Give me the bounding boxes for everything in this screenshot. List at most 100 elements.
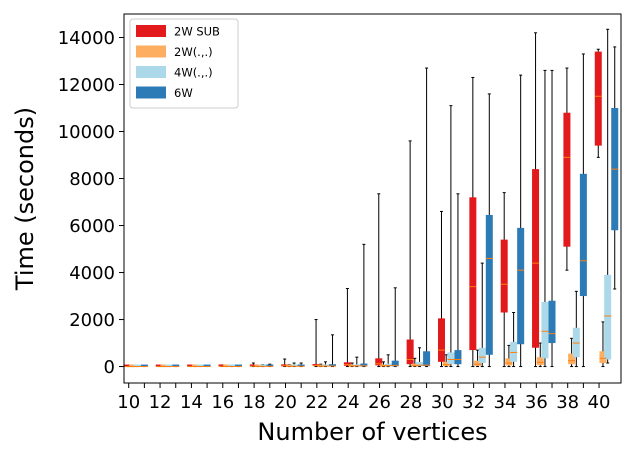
- x-tick-label-28: 28: [399, 392, 422, 413]
- box-6w-39: [579, 173, 587, 297]
- medians-layer: [124, 95, 619, 368]
- y-tick-label-4000: 4000: [69, 263, 115, 284]
- box-2w-sub-10: [124, 364, 132, 367]
- box-4w-22: [321, 364, 329, 367]
- y-axis: 0 2000 4000 6000 8000 10000 12000 14000: [58, 28, 124, 378]
- box-2w-40: [599, 351, 607, 364]
- box-2w-36: [536, 357, 544, 366]
- box-6w-19: [266, 364, 274, 367]
- box-2w-24: [348, 364, 356, 367]
- x-tick-label-34: 34: [494, 392, 517, 413]
- box-2w-16: [223, 364, 231, 367]
- box-2w-sub-12: [155, 364, 163, 367]
- box-2w-28: [411, 363, 419, 367]
- box-2w-sub-38: [563, 112, 571, 247]
- box-6w-11: [140, 364, 148, 367]
- box-2w-20: [285, 364, 293, 367]
- box-6w-35: [517, 227, 525, 345]
- y-tick-label-12000: 12000: [58, 75, 115, 96]
- box-4w-34: [510, 341, 518, 362]
- box-2w-sub-30: [437, 318, 445, 362]
- box-2w-sub-26: [375, 358, 383, 366]
- x-tick-label-12: 12: [149, 392, 172, 413]
- box-6w-21: [297, 364, 305, 367]
- x-tick-label-16: 16: [211, 392, 234, 413]
- box-2w-sub-24: [343, 362, 351, 366]
- box-2w-sub-40: [594, 51, 602, 146]
- y-tick-label-8000: 8000: [69, 169, 115, 190]
- box-2w-34: [505, 358, 513, 366]
- x-tick-label-36: 36: [525, 392, 548, 413]
- box-6w-23: [329, 364, 337, 367]
- x-tick-label-10: 10: [117, 392, 140, 413]
- box-6w-27: [391, 360, 399, 367]
- box-6w-37: [548, 300, 556, 344]
- x-tick-label-40: 40: [588, 392, 611, 413]
- x-tick-label-30: 30: [431, 392, 454, 413]
- plot-area: [124, 28, 619, 368]
- y-axis-label: Time (seconds): [11, 107, 39, 291]
- y-tick-label-2000: 2000: [69, 310, 115, 331]
- box-4w-36: [541, 301, 549, 359]
- x-axis-label: Number of vertices: [257, 418, 487, 446]
- legend-label-4w: 4W(.,.): [174, 66, 213, 80]
- box-2w-22: [317, 364, 325, 367]
- y-tick-label-0: 0: [104, 357, 115, 378]
- legend-label-2w-sub: 2W SUB: [174, 25, 220, 39]
- box-2w-18: [254, 364, 262, 367]
- box-4w-20: [290, 364, 298, 367]
- x-tick-label-38: 38: [556, 392, 579, 413]
- legend-label-6w: 6W: [174, 86, 193, 100]
- legend-swatch-4w: [136, 66, 166, 78]
- box-6w-31: [454, 350, 462, 365]
- box-2w-sub-20: [281, 364, 289, 367]
- x-tick-label-32: 32: [462, 392, 485, 413]
- x-tick-label-26: 26: [368, 392, 391, 413]
- x-tick-label-22: 22: [305, 392, 328, 413]
- box-4w-16: [227, 364, 235, 367]
- x-axis: 10 12 14 16 18 20 22 24 26 28 30 32 34 36 38 40: [117, 383, 611, 413]
- box-2w-sub-16: [218, 364, 226, 367]
- x-tick-label-14: 14: [180, 392, 203, 413]
- box-6w-29: [423, 351, 431, 367]
- plot-frame: [123, 13, 622, 384]
- box-4w-38: [572, 327, 580, 358]
- box-2w-sub-32: [469, 197, 477, 351]
- box-2w-sub-18: [249, 364, 257, 367]
- box-4w-14: [196, 364, 204, 367]
- box-4w-10: [133, 364, 141, 367]
- box-4w-40: [604, 274, 612, 360]
- legend-swatch-2w: [136, 45, 166, 58]
- box-4w-28: [416, 361, 424, 367]
- box-2w-14: [191, 364, 199, 367]
- box-6w-13: [172, 364, 180, 367]
- y-tick-label-10000: 10000: [58, 122, 115, 143]
- legend-label-2w: 2W(.,.): [174, 45, 213, 59]
- box-2w-12: [160, 364, 168, 367]
- legend: 2W SUB 2W(.,.) 4W(.,.) 6W: [129, 18, 239, 109]
- whiskers-layer: [126, 28, 617, 368]
- box-2w-10: [129, 364, 137, 367]
- box-4w-30: [447, 352, 455, 365]
- box-6w-33: [485, 214, 493, 355]
- box-2w-32: [474, 360, 482, 366]
- box-6w-17: [234, 364, 242, 367]
- x-tick-label-18: 18: [243, 392, 266, 413]
- x-tick-label-24: 24: [337, 392, 360, 413]
- box-2w-38: [568, 353, 576, 365]
- box-2w-sub-36: [532, 169, 540, 348]
- x-tick-label-20: 20: [274, 392, 297, 413]
- box-2w-sub-28: [406, 339, 414, 365]
- box-6w-15: [203, 364, 211, 367]
- box-4w-12: [165, 364, 173, 367]
- y-tick-label-6000: 6000: [69, 216, 115, 237]
- y-tick-label-14000: 14000: [58, 28, 115, 49]
- boxes-layer: [124, 51, 619, 367]
- box-2w-sub-34: [500, 239, 508, 313]
- box-2w-30: [442, 361, 450, 367]
- legend-box: [129, 18, 239, 109]
- box-4w-26: [384, 363, 392, 367]
- box-4w-32: [478, 347, 486, 364]
